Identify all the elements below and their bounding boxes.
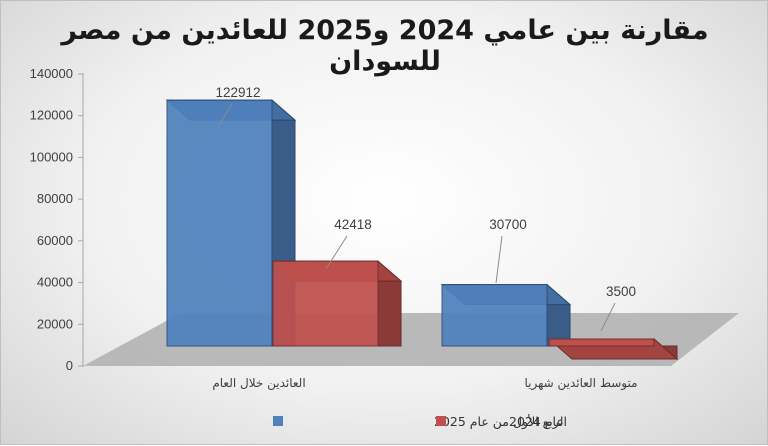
bar bbox=[441, 284, 548, 347]
leader-line bbox=[600, 302, 616, 332]
legend-label: عام 2024 bbox=[509, 414, 564, 429]
bar bbox=[548, 338, 655, 347]
data-label: 42418 bbox=[334, 217, 372, 232]
y-tick-label: 40000 bbox=[37, 275, 73, 290]
bar bbox=[272, 260, 379, 347]
y-tick-label: 60000 bbox=[37, 233, 73, 248]
x-tick-label: متوسط العائدين شهريا bbox=[524, 376, 637, 391]
y-tick-label: 20000 bbox=[37, 316, 73, 331]
legend-label: الربع الأول من عام 2025 bbox=[434, 414, 567, 430]
leader-line bbox=[218, 103, 233, 126]
data-label: 122912 bbox=[215, 85, 260, 100]
y-tick-label: 100000 bbox=[30, 149, 73, 164]
data-label: 30700 bbox=[489, 217, 527, 232]
legend-swatch bbox=[436, 416, 446, 426]
leader-line bbox=[325, 235, 348, 270]
bar bbox=[166, 99, 273, 347]
data-label: 3500 bbox=[606, 284, 636, 299]
leader-line bbox=[495, 235, 503, 284]
legend-swatch bbox=[273, 416, 283, 426]
y-tick-label: 0 bbox=[66, 358, 73, 373]
y-tick-label: 80000 bbox=[37, 191, 73, 206]
y-tick-label: 120000 bbox=[30, 108, 73, 123]
chart-title: مقارنة بين عامي 2024 و2025 للعائدين من م… bbox=[61, 15, 709, 77]
x-tick-label: العائدين خلال العام bbox=[212, 376, 305, 391]
y-tick-label: 140000 bbox=[30, 66, 73, 81]
